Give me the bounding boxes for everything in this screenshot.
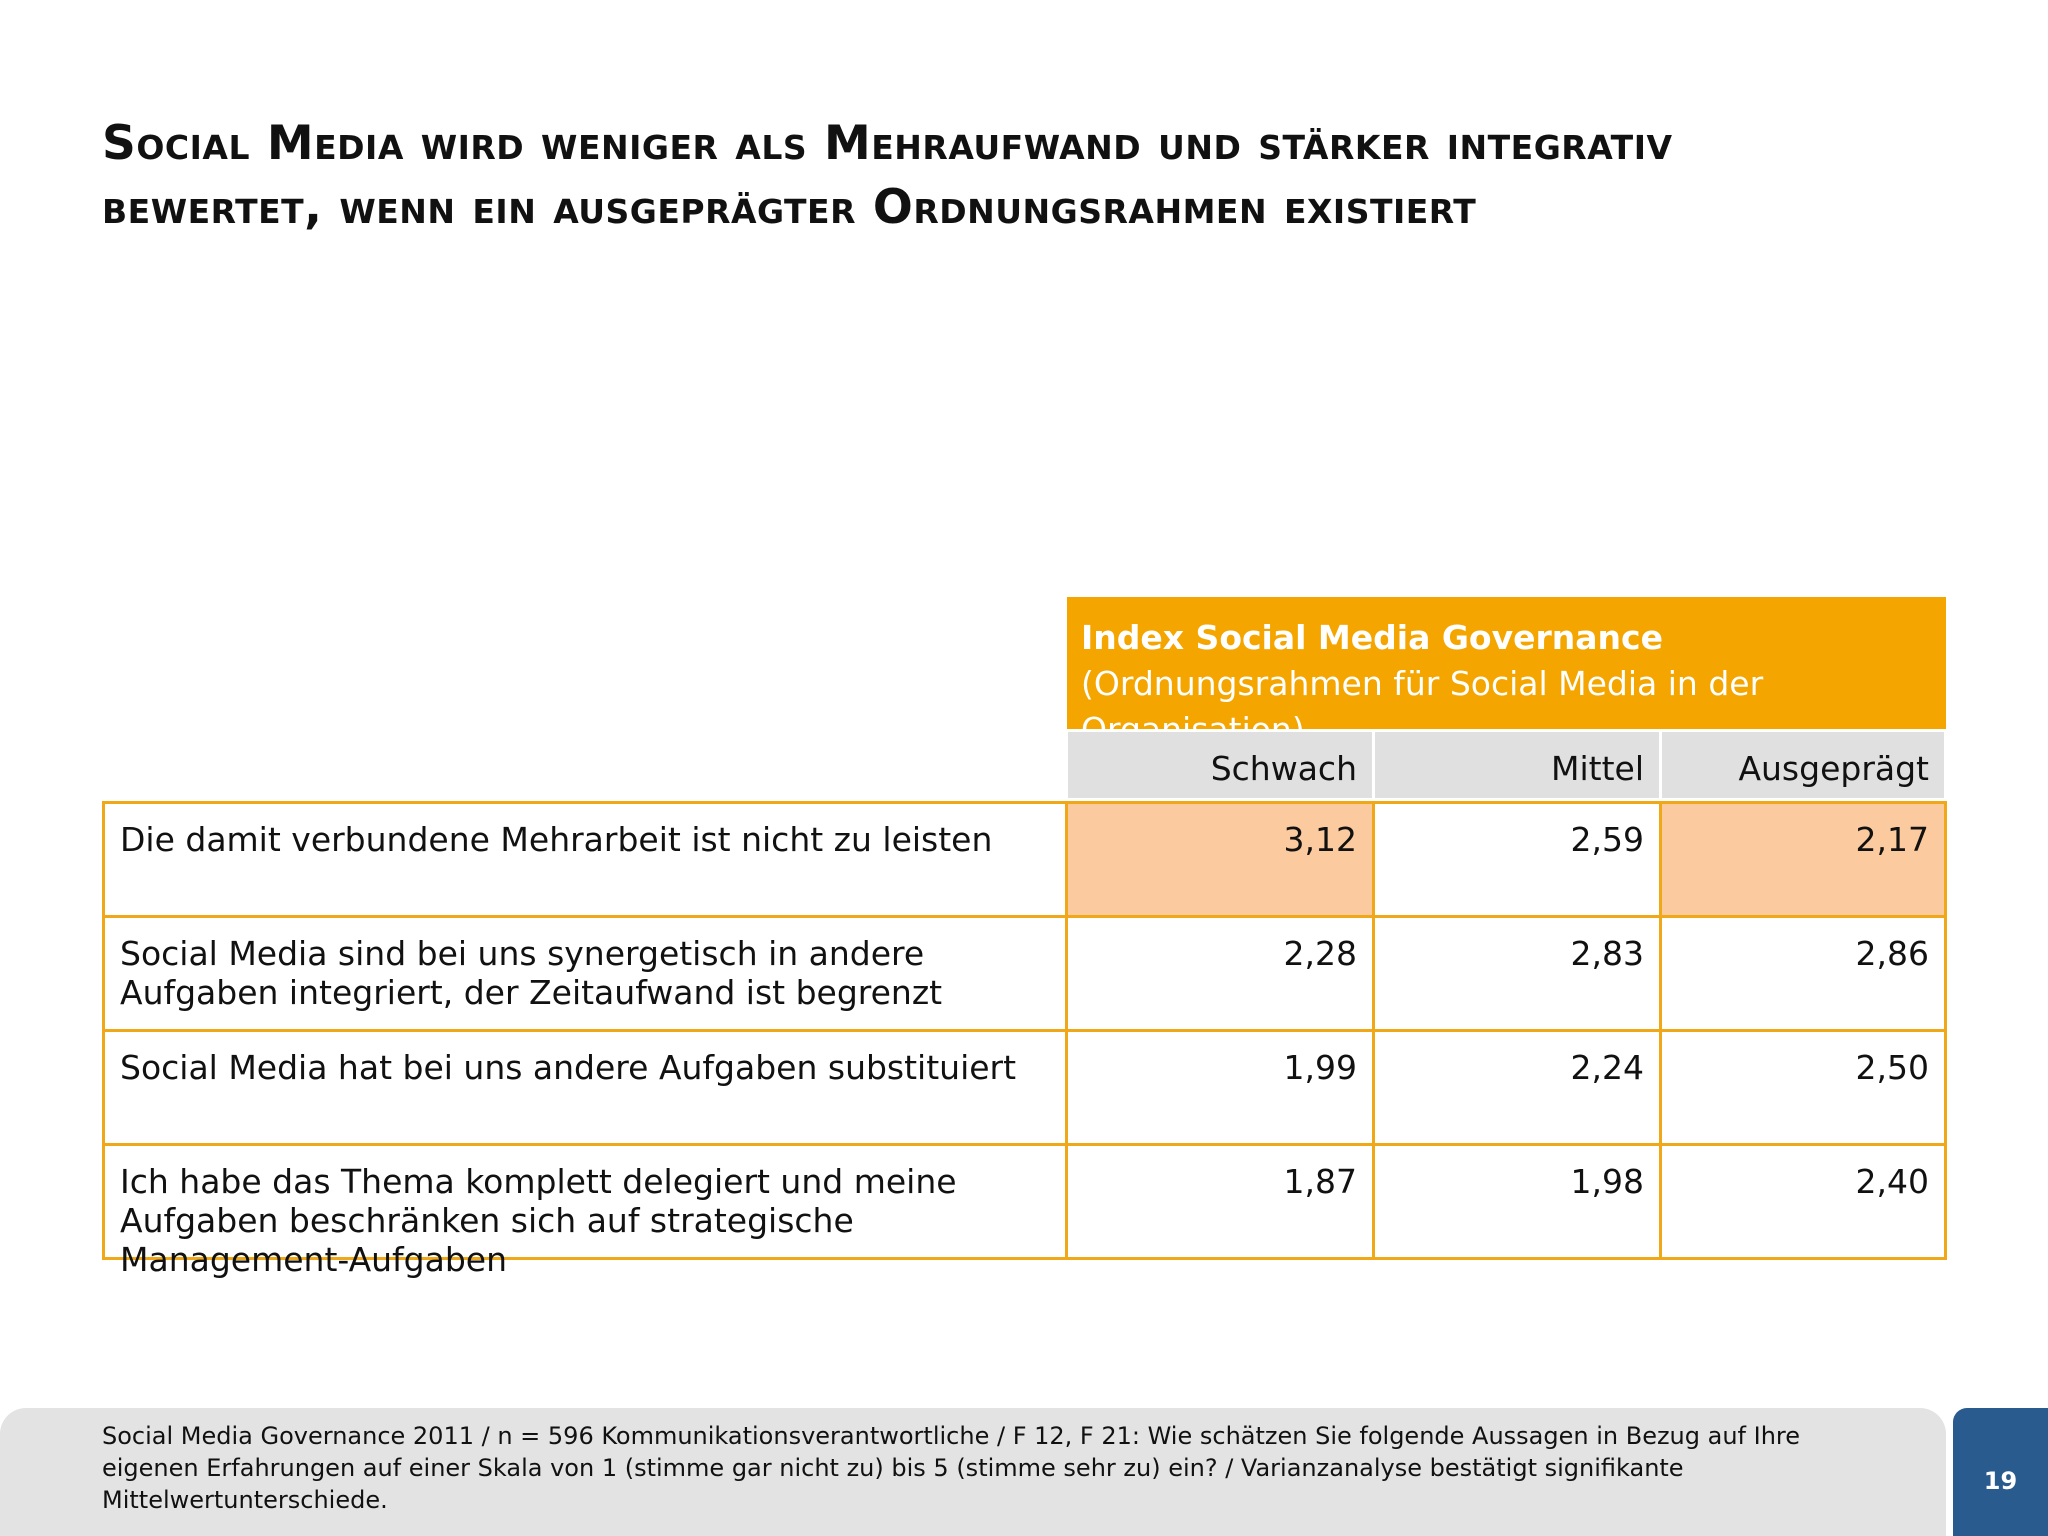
group-header: Index Social Media Governance (Ordnungsr… <box>1067 597 1946 749</box>
value-cell: 2,59 <box>1372 801 1662 918</box>
value-cell: 2,86 <box>1659 915 1947 1032</box>
page-number: 19 <box>1953 1408 2048 1536</box>
group-title: Index Social Media Governance <box>1081 618 1663 657</box>
value-cell: 2,83 <box>1372 915 1662 1032</box>
value-cell: 1,98 <box>1372 1143 1662 1260</box>
row-label: Die damit verbundene Mehrarbeit ist nich… <box>102 801 1068 918</box>
value-cell: 2,50 <box>1659 1029 1947 1146</box>
column-header: Mittel <box>1372 729 1662 801</box>
value-cell: 1,99 <box>1065 1029 1375 1146</box>
value-cell: 2,28 <box>1065 915 1375 1032</box>
value-cell: 2,17 <box>1659 801 1947 918</box>
slide-title: Social Media wird weniger als Mehraufwan… <box>102 116 1673 235</box>
row-label: Ich habe das Thema komplett delegiert un… <box>102 1143 1068 1279</box>
column-header: Schwach <box>1065 729 1375 801</box>
value-cell: 2,40 <box>1659 1143 1947 1260</box>
value-cell: 2,24 <box>1372 1029 1662 1146</box>
row-label: Social Media hat bei uns andere Aufgaben… <box>102 1029 1068 1146</box>
value-cell: 1,87 <box>1065 1143 1375 1260</box>
column-header: Ausgeprägt <box>1659 729 1947 801</box>
footer-source: Social Media Governance 2011 / n = 596 K… <box>0 1408 1946 1536</box>
row-label: Social Media sind bei uns synergetisch i… <box>102 915 1068 1032</box>
value-cell: 3,12 <box>1065 801 1375 918</box>
